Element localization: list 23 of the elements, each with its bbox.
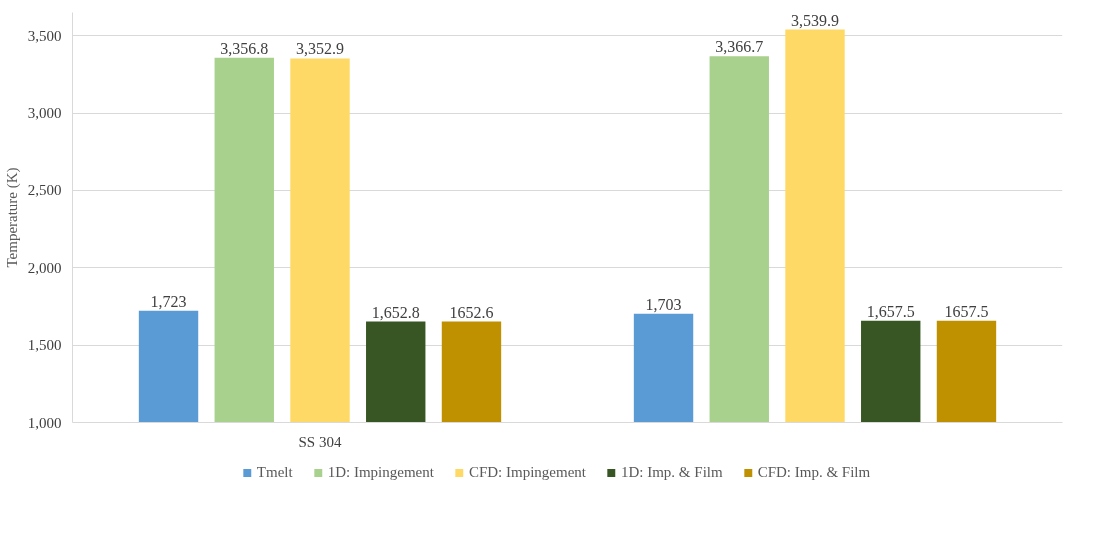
data-label: 1,703	[645, 295, 682, 313]
x-tick-label: SS 304	[298, 433, 342, 450]
data-label: 1,657.5	[866, 302, 915, 320]
y-tick-label: 1,000	[27, 414, 62, 431]
data-label: 3,352.9	[296, 40, 344, 58]
y-tick-label: 2,500	[27, 182, 62, 199]
y-tick-label: 3,500	[27, 27, 62, 44]
data-label: 1652.6	[449, 303, 494, 321]
legend-label: 1D: Impingement	[327, 463, 434, 481]
y-tick-label: 3,000	[27, 105, 62, 122]
legend-label: CFD: Imp. & Film	[757, 463, 871, 481]
y-tick-label: 2,000	[27, 259, 62, 276]
data-label: 1,723	[150, 292, 187, 310]
y-axis-title: Temperature (K)	[3, 167, 21, 268]
legend-label: 1D: Imp. & Film	[620, 463, 723, 481]
legend-label: Tmelt	[256, 463, 293, 481]
y-tick-label: 1,500	[27, 337, 62, 354]
legend-label: CFD: Impingement	[468, 463, 586, 481]
data-label: 3,356.8	[220, 39, 269, 57]
data-label: 3,539.9	[791, 11, 839, 29]
data-label: 1657.5	[944, 302, 989, 320]
data-label: 1,652.8	[371, 303, 420, 321]
data-label: 3,366.7	[715, 38, 764, 56]
